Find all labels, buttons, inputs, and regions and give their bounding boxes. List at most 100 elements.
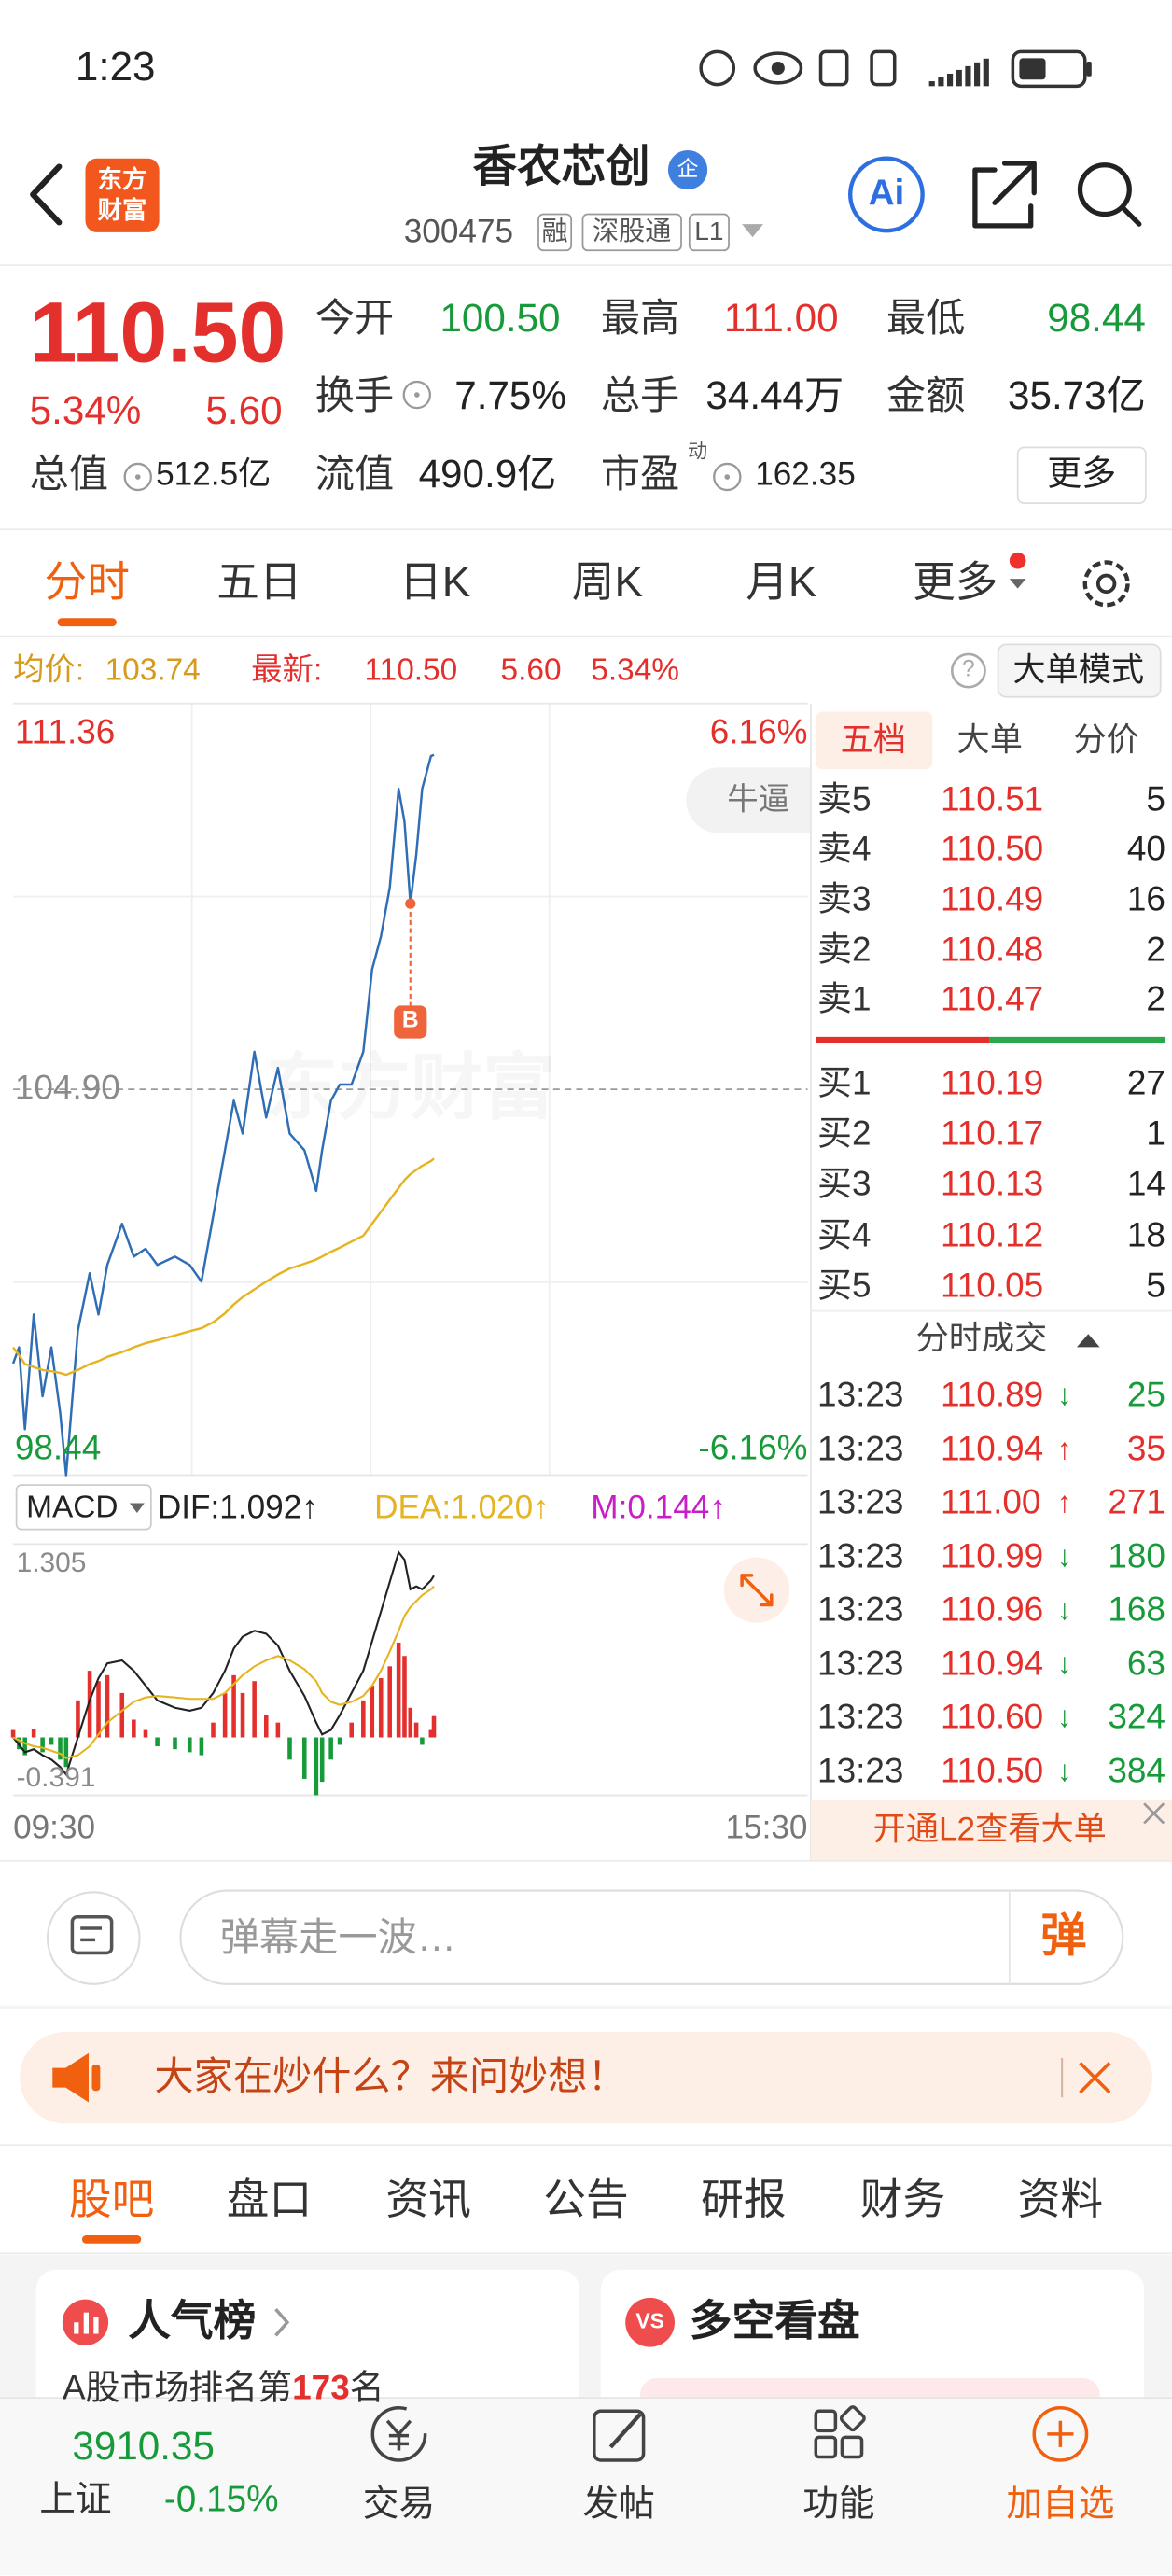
ai-button[interactable]	[848, 156, 925, 233]
stock-tag: 融	[541, 216, 568, 245]
info-icon[interactable]	[402, 380, 432, 410]
notice-dot	[1009, 552, 1026, 569]
trade-price: 110.96	[940, 1589, 1044, 1629]
book-tab[interactable]: 分价	[1073, 721, 1139, 759]
macd-bar	[319, 1737, 325, 1783]
chart-tab[interactable]: 分时	[44, 558, 130, 607]
trade-volume: 180	[1108, 1536, 1165, 1575]
y2-tick-label: 6.16%	[709, 712, 808, 751]
section-tab[interactable]: 盘口	[226, 2176, 313, 2224]
macd-bar	[287, 1737, 292, 1760]
section-tab[interactable]: 研报	[701, 2176, 787, 2224]
chart-tab[interactable]: 月K	[746, 558, 817, 607]
section-tab[interactable]: 财务	[859, 2176, 946, 2224]
nav-item[interactable]: 交易	[362, 2485, 436, 2526]
stat-value: 98.44	[1047, 296, 1146, 341]
macd-line	[12, 1585, 435, 1759]
info-icon-dot	[134, 474, 141, 480]
section-tab[interactable]: 公告	[543, 2176, 629, 2224]
book-volume: 2	[1146, 979, 1165, 1018]
nav-icon[interactable]	[814, 2409, 838, 2433]
stat-value: 111.00	[723, 296, 839, 341]
l2-banner[interactable]	[810, 1799, 1172, 1861]
trade-direction: ↓	[1056, 1754, 1072, 1788]
annotation-dot	[405, 898, 416, 909]
chart-tab[interactable]: 五日	[216, 558, 302, 607]
danmaku-icon	[70, 1914, 114, 1955]
info-icon[interactable]	[713, 462, 742, 492]
back-button[interactable]	[30, 163, 63, 226]
nav-icon[interactable]	[1032, 2405, 1089, 2462]
macd-bar	[63, 1737, 69, 1768]
nav-icon[interactable]	[370, 2405, 427, 2462]
stat-value: 490.9亿	[418, 452, 557, 497]
search-button[interactable]	[1077, 162, 1132, 217]
book-label: 买1	[817, 1063, 872, 1102]
book-tab[interactable]: 五档	[840, 721, 907, 759]
nav-item[interactable]: 发帖	[582, 2485, 655, 2526]
help-text[interactable]: ?	[962, 656, 975, 682]
macd-legend: M:0.144↑	[591, 1489, 726, 1526]
chart-tab[interactable]: 更多	[913, 558, 998, 607]
chart-tab[interactable]: 周K	[571, 558, 643, 607]
dropdown-arrow[interactable]	[742, 224, 763, 238]
help-icon[interactable]	[950, 652, 986, 689]
y-tick-label: 98.44	[14, 1428, 102, 1467]
tab-active-bg	[816, 711, 933, 770]
info-icon-dot	[413, 392, 420, 398]
close-button[interactable]	[1143, 1802, 1165, 1825]
share-button[interactable]	[972, 161, 1037, 229]
macd-bar	[337, 1737, 342, 1745]
nav-icon[interactable]	[593, 2409, 646, 2462]
comment-placeholder[interactable]: 弹幕走一波…	[219, 1914, 456, 1959]
book-tab[interactable]: 大单	[956, 721, 1023, 759]
l2-banner-text[interactable]: 开通L2查看大单	[872, 1811, 1107, 1848]
mode-button[interactable]	[997, 643, 1162, 698]
chart-tab[interactable]: 日K	[399, 558, 471, 607]
danmaku-text: 牛逼	[727, 781, 790, 817]
nav-icon	[814, 2435, 838, 2459]
signal-bar	[965, 65, 971, 87]
settings-button[interactable]	[1082, 560, 1130, 608]
more-button[interactable]	[1016, 446, 1147, 505]
macd-bar	[275, 1722, 281, 1738]
macd-bar	[370, 1685, 375, 1738]
battery	[1011, 49, 1087, 89]
y-tick-label: -0.391	[16, 1762, 96, 1794]
info-icon[interactable]	[123, 462, 152, 492]
trade-time: 13:23	[817, 1589, 904, 1629]
more-button-text[interactable]: 更多	[1047, 454, 1117, 493]
macd-title[interactable]: MACD	[26, 1490, 119, 1525]
trade-direction: ↓	[1056, 1700, 1072, 1734]
ai-text[interactable]: Ai	[868, 173, 905, 214]
card-text: A股市场排名第173名	[63, 2371, 384, 2406]
card[interactable]	[35, 2269, 579, 2434]
book-split-green	[989, 1036, 1165, 1043]
danmaku-send[interactable]: 弹	[1040, 1910, 1087, 1962]
close-button[interactable]	[1079, 2062, 1111, 2094]
y-tick-label: 111.36	[14, 712, 116, 751]
macd-bar	[408, 1707, 413, 1738]
avg-value: 103.74	[105, 651, 201, 687]
ask-banner[interactable]	[20, 2031, 1152, 2124]
macd-title-box[interactable]	[15, 1484, 152, 1531]
stat-label: 换手	[314, 372, 395, 417]
nav-item[interactable]: 功能	[802, 2485, 875, 2526]
comment-input[interactable]	[179, 1889, 1124, 1985]
badge: 企	[677, 156, 699, 181]
nav-item[interactable]: 加自选	[1006, 2485, 1115, 2526]
mode-button-text[interactable]: 大单模式	[1012, 651, 1145, 689]
card-title[interactable]: 多空看盘	[689, 2297, 860, 2345]
section-tab[interactable]: 股吧	[68, 2176, 155, 2224]
section-tab[interactable]: 资讯	[385, 2176, 471, 2224]
ask-banner-text[interactable]: 大家在炒什么？来问妙想！	[154, 2054, 627, 2099]
section-tab[interactable]: 资料	[1017, 2176, 1104, 2224]
stock-tag: 深股通	[593, 216, 672, 245]
card-title[interactable]: 人气榜	[128, 2297, 257, 2345]
stat-label: 最高	[600, 296, 680, 341]
trade-volume: 63	[1126, 1644, 1165, 1683]
stat-label: 总值	[29, 452, 109, 497]
rank-icon-bar	[83, 2312, 89, 2334]
macd-bar	[211, 1722, 216, 1738]
